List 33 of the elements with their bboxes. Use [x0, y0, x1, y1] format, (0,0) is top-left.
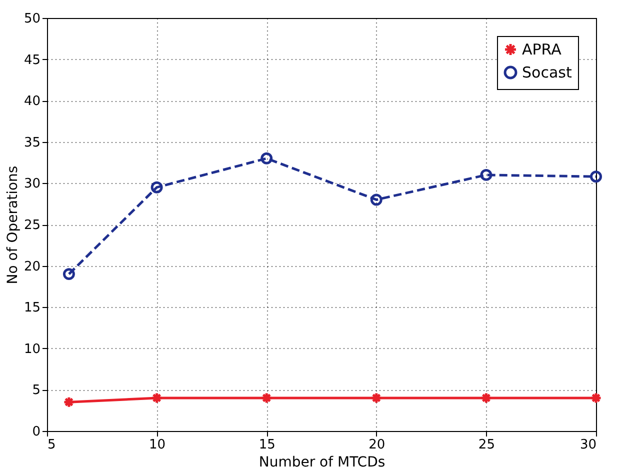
point: [590, 170, 602, 183]
y-tick-label: 10: [24, 342, 40, 357]
x-tick-label: 20: [368, 438, 386, 452]
y-tick-label: 0: [32, 424, 40, 440]
point: [370, 392, 382, 404]
y-tick-label: 15: [24, 300, 40, 316]
x-tick-label: 25: [478, 438, 495, 452]
point: [62, 268, 75, 280]
y-tick-label: 30: [24, 176, 40, 192]
x-tick-label: 10: [149, 438, 166, 452]
y-tick-label: 50: [24, 12, 40, 26]
point: [590, 392, 602, 404]
point: [480, 168, 492, 181]
y-tick-label: 20: [24, 259, 40, 274]
point: [150, 392, 163, 404]
y-tick-label: 5: [32, 383, 40, 398]
y-tick-label: 25: [24, 218, 40, 233]
x-tick-label: 15: [258, 438, 276, 452]
y-tick-label: 35: [24, 135, 40, 150]
y-tick-label: 40: [24, 94, 40, 110]
y-tick-label: 45: [24, 52, 40, 68]
point: [370, 194, 382, 206]
point: [260, 392, 273, 404]
point: [480, 392, 492, 404]
x-tick-label: 5: [48, 438, 56, 452]
legend-label: APRA: [522, 40, 562, 58]
point: [62, 396, 75, 408]
x-tick-label: 30: [580, 438, 596, 452]
x-axis-title: Number of MTCDs: [258, 454, 386, 470]
point: [260, 152, 273, 164]
point: [150, 181, 163, 194]
y-axis-title: No of Operations: [4, 166, 21, 284]
legend-label: Socast: [522, 64, 572, 82]
